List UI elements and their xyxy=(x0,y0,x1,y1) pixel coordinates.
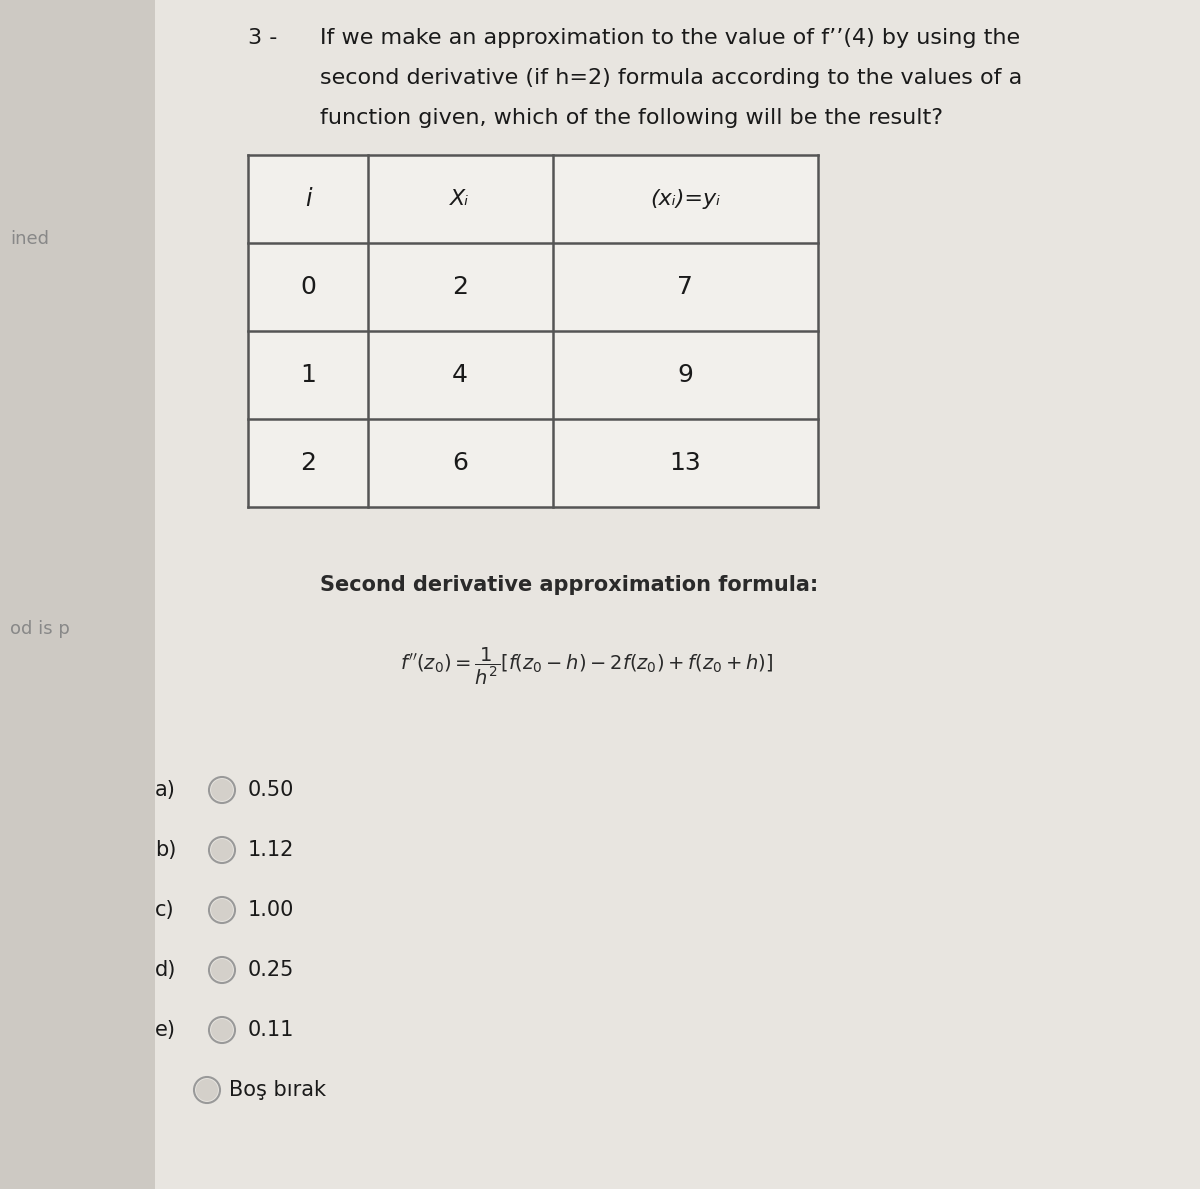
Text: 3 -: 3 - xyxy=(248,29,277,48)
Circle shape xyxy=(211,839,233,861)
Bar xyxy=(248,155,818,507)
Text: Xᵢ: Xᵢ xyxy=(450,189,469,209)
Circle shape xyxy=(196,1078,218,1101)
Text: 0.11: 0.11 xyxy=(248,1020,294,1040)
Text: 6: 6 xyxy=(452,451,468,474)
Text: Second derivative approximation formula:: Second derivative approximation formula: xyxy=(320,575,818,594)
Text: b): b) xyxy=(155,839,176,860)
Bar xyxy=(0,0,155,1189)
Text: function given, which of the following will be the result?: function given, which of the following w… xyxy=(320,108,943,128)
Text: $f''(z_0) = \dfrac{1}{h^2}\left[f(z_0 - h) - 2f(z_0) + f(z_0 + h)\right]$: $f''(z_0) = \dfrac{1}{h^2}\left[f(z_0 - … xyxy=(400,644,774,686)
Circle shape xyxy=(211,1019,233,1042)
Circle shape xyxy=(211,779,233,801)
Text: 2: 2 xyxy=(452,275,468,298)
Text: 4: 4 xyxy=(452,363,468,386)
Circle shape xyxy=(211,960,233,981)
Circle shape xyxy=(211,899,233,921)
Text: 9: 9 xyxy=(677,363,692,386)
Text: 0.25: 0.25 xyxy=(248,960,294,980)
Text: second derivative (if h=2) formula according to the values of a: second derivative (if h=2) formula accor… xyxy=(320,68,1022,88)
Text: 0: 0 xyxy=(300,275,316,298)
Bar xyxy=(155,0,1200,1189)
Text: 7: 7 xyxy=(677,275,692,298)
Text: 1.00: 1.00 xyxy=(248,900,294,920)
Text: (xᵢ)=yᵢ: (xᵢ)=yᵢ xyxy=(650,189,720,209)
Text: Boş bırak: Boş bırak xyxy=(229,1080,326,1100)
Text: 13: 13 xyxy=(670,451,701,474)
Text: e): e) xyxy=(155,1020,176,1040)
Text: 0.50: 0.50 xyxy=(248,780,294,800)
Text: ined: ined xyxy=(10,229,49,249)
Text: a): a) xyxy=(155,780,176,800)
Text: 1.12: 1.12 xyxy=(248,839,294,860)
Text: od is p: od is p xyxy=(10,619,70,638)
Text: 1: 1 xyxy=(300,363,316,386)
Text: 2: 2 xyxy=(300,451,316,474)
Text: d): d) xyxy=(155,960,176,980)
Text: c): c) xyxy=(155,900,175,920)
Text: i: i xyxy=(305,187,311,210)
Text: If we make an approximation to the value of f’’(4) by using the: If we make an approximation to the value… xyxy=(320,29,1020,48)
